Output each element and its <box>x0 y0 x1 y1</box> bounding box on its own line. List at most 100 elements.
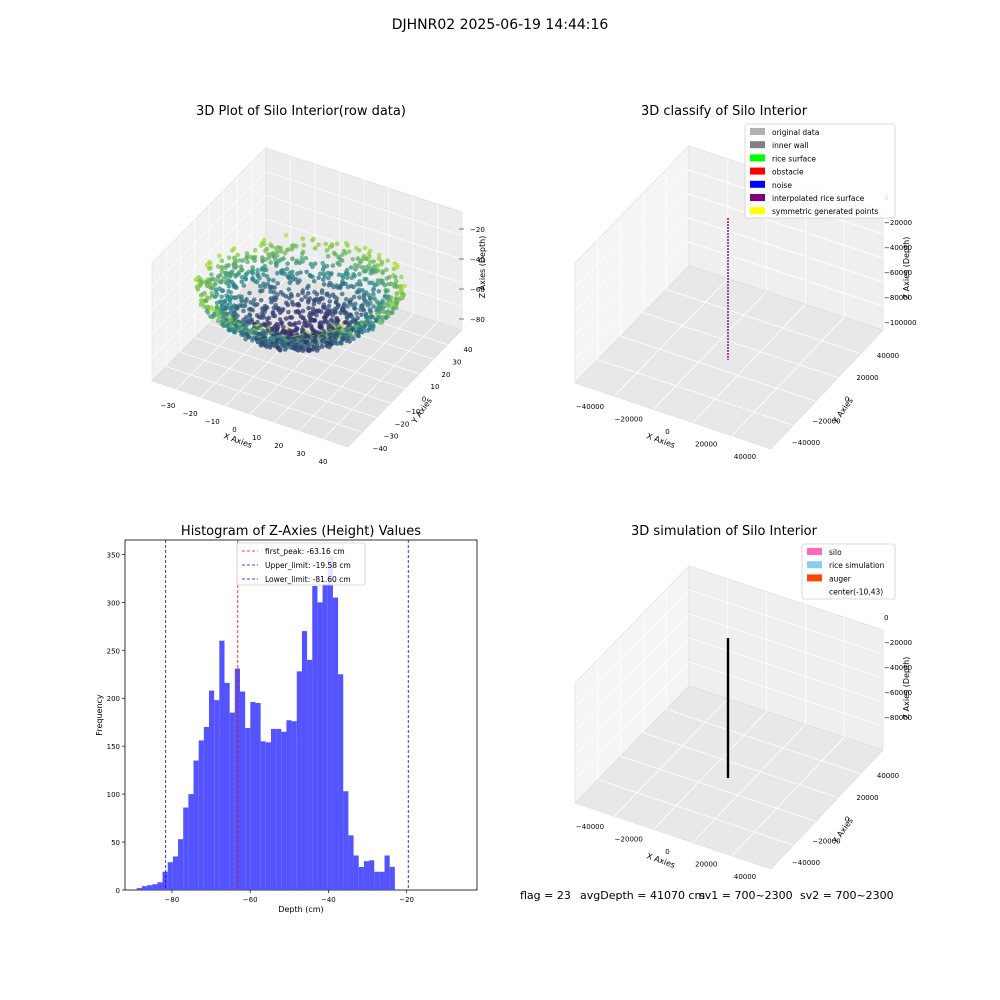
data-point <box>353 267 358 272</box>
y-tick-label: 200 <box>107 695 120 703</box>
histogram-bar <box>157 882 163 890</box>
data-point <box>198 292 204 298</box>
histogram-bar <box>353 855 359 890</box>
x-axis-label: Depth (cm) <box>278 905 323 914</box>
data-point <box>334 241 340 246</box>
data-point <box>376 256 382 262</box>
histogram-bar <box>358 866 364 890</box>
data-point <box>344 297 349 302</box>
data-point <box>316 299 322 305</box>
data-point <box>284 266 290 272</box>
legend-swatch <box>750 194 765 201</box>
z-tick-label: −60000 <box>884 689 912 697</box>
data-point <box>300 348 306 354</box>
data-point <box>357 260 363 266</box>
data-point <box>215 318 221 324</box>
data-point <box>344 315 350 321</box>
z-tick-label: −40000 <box>884 244 912 252</box>
z-tick-label: −80000 <box>884 294 912 302</box>
data-point <box>300 315 306 321</box>
data-point <box>287 270 293 276</box>
histogram-bar <box>338 674 344 890</box>
data-point <box>232 265 238 271</box>
x-tick-label: −10 <box>205 418 220 426</box>
data-point <box>314 348 320 353</box>
grid-line <box>574 589 884 708</box>
data-point <box>371 292 376 297</box>
data-point <box>327 344 332 350</box>
data-point <box>212 277 217 283</box>
data-point <box>337 285 343 290</box>
data-point <box>339 252 345 258</box>
data-point <box>212 294 218 300</box>
data-point <box>258 289 263 294</box>
histogram-bar <box>384 855 390 890</box>
plot4-title: 3D simulation of Silo Interior <box>631 524 817 539</box>
data-point <box>272 285 278 290</box>
grid-line <box>574 613 884 732</box>
histogram-bar <box>348 835 354 890</box>
data-point <box>225 323 230 329</box>
data-point <box>362 245 368 251</box>
data-point <box>330 263 336 268</box>
legend-swatch <box>750 207 765 215</box>
data-point <box>258 343 264 348</box>
data-point <box>310 238 315 243</box>
plot3-histogram: −80 −60 −40 −20 0 50 100 150 200 250 300 350 Depth (… <box>95 539 478 914</box>
data-point <box>386 303 391 309</box>
data-point <box>319 344 325 349</box>
data-point <box>239 299 245 304</box>
legend-swatch <box>750 180 765 188</box>
z-tick-label: −80000 <box>884 714 912 722</box>
data-point <box>297 260 302 266</box>
data-point <box>354 311 360 316</box>
histogram-bar <box>183 807 189 890</box>
legend-box <box>236 542 366 586</box>
histogram-bar <box>317 602 323 890</box>
data-point <box>252 248 258 253</box>
x-tick-label: 10 <box>252 434 261 442</box>
data-point <box>258 243 264 248</box>
data-point <box>285 302 291 308</box>
data-point <box>351 336 356 342</box>
data-point <box>384 276 390 281</box>
data-point <box>395 265 400 270</box>
data-point <box>289 315 295 320</box>
grid-line <box>574 193 884 312</box>
data-point <box>277 310 283 316</box>
data-point <box>357 248 362 253</box>
grid-line <box>692 304 806 423</box>
data-point <box>290 256 295 262</box>
data-point <box>218 279 223 285</box>
data-point <box>227 274 233 279</box>
data-point <box>282 250 288 256</box>
status-sv1: sv1 = 700~2300 <box>699 889 793 902</box>
data-point <box>379 262 384 267</box>
data-point <box>296 310 302 316</box>
x-tick-label: −40 <box>321 896 336 904</box>
histogram-bar <box>260 741 266 890</box>
data-point <box>367 259 373 265</box>
histogram-bars <box>136 556 395 890</box>
grid-line <box>151 171 463 287</box>
data-point <box>379 320 385 325</box>
legend-label: silo <box>829 548 842 557</box>
data-point <box>376 252 382 258</box>
data-point <box>364 256 370 262</box>
y-tick-label: 300 <box>107 599 120 607</box>
data-point <box>345 243 351 248</box>
data-point <box>357 295 362 300</box>
grid-line <box>666 289 861 355</box>
histogram-bar <box>276 728 282 890</box>
y-tick-label: 150 <box>107 743 120 751</box>
data-point <box>345 271 351 277</box>
data-point <box>318 309 324 314</box>
data-point <box>219 269 225 274</box>
z-tick-label: −80 <box>470 316 485 324</box>
data-point <box>287 295 292 301</box>
histogram-bar <box>301 631 308 890</box>
histogram-bar <box>327 556 333 890</box>
data-point <box>375 263 380 268</box>
data-point <box>287 280 293 286</box>
